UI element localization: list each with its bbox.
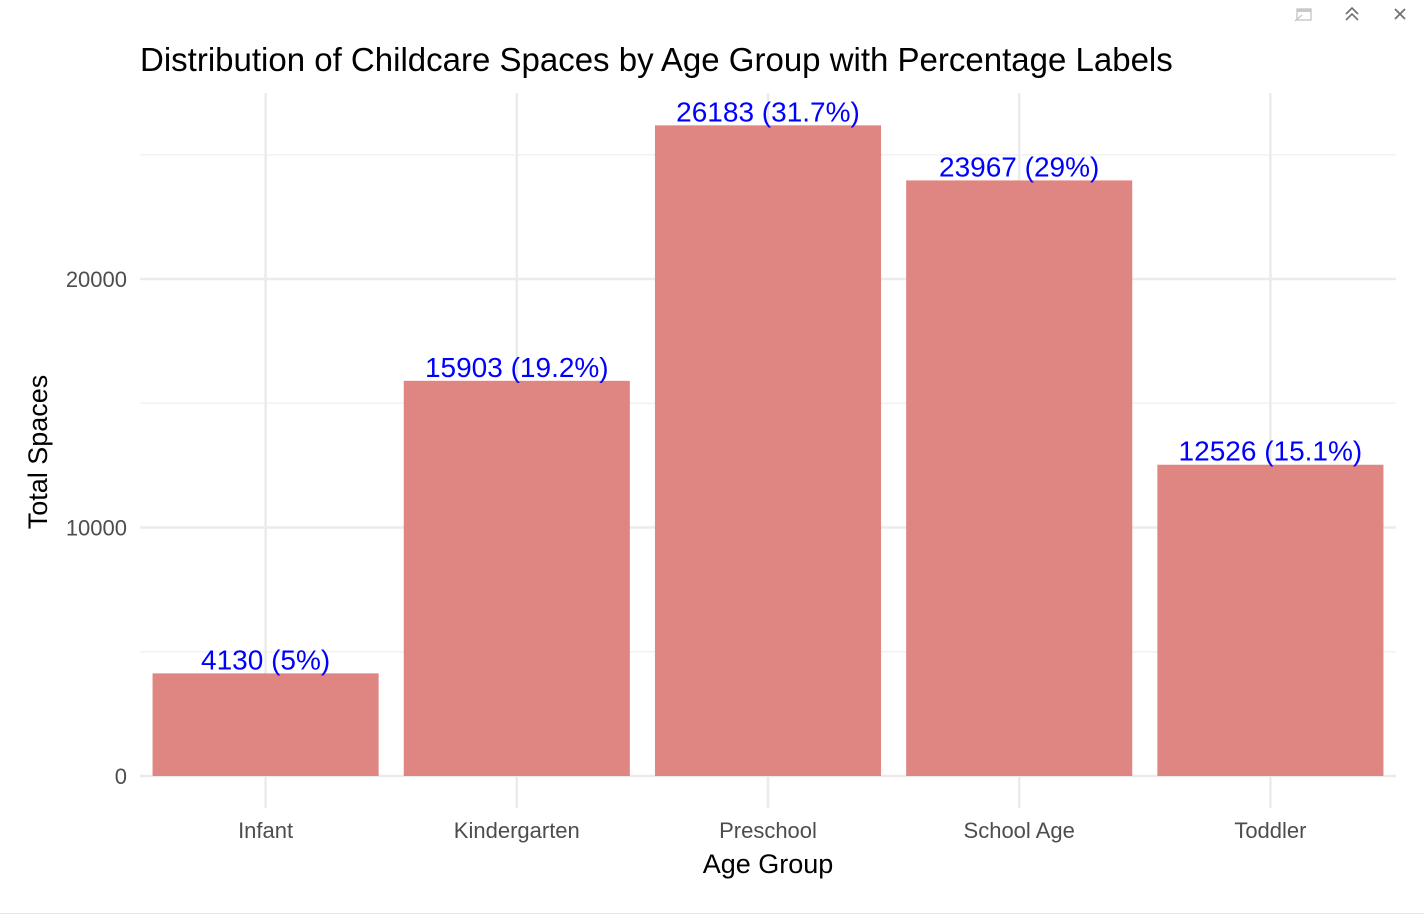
x-tick-label: School Age bbox=[964, 818, 1075, 843]
y-axis-title: Total Spaces bbox=[23, 375, 53, 530]
data-label: 23967 (29%) bbox=[939, 151, 1099, 182]
collapse-icon bbox=[1345, 6, 1359, 21]
collapse-button[interactable] bbox=[1328, 1, 1376, 27]
x-tick-label: Preschool bbox=[719, 818, 817, 843]
chart-title: Distribution of Childcare Spaces by Age … bbox=[140, 41, 1173, 78]
bar-kindergarten bbox=[403, 380, 630, 776]
x-tick-label: Toddler bbox=[1234, 818, 1306, 843]
x-axis-title: Age Group bbox=[703, 849, 834, 879]
data-labels: 4130 (5%) 15903 (19.2%) 26183 (31.7%) 23967… bbox=[201, 96, 1362, 675]
viewer-toolbar bbox=[1280, 0, 1424, 28]
data-label: 12526 (15.1%) bbox=[1179, 436, 1363, 467]
bar-school-age bbox=[906, 180, 1133, 776]
data-label: 15903 (19.2%) bbox=[425, 352, 609, 383]
x-tick-label: Kindergarten bbox=[454, 818, 580, 843]
x-axis-ticks: Infant Kindergarten Preschool School Age Tod… bbox=[238, 818, 1306, 843]
bar-preschool bbox=[654, 125, 882, 777]
y-tick-label: 0 bbox=[115, 764, 127, 789]
y-tick-label: 10000 bbox=[66, 516, 127, 541]
x-tick-label: Infant bbox=[238, 818, 293, 843]
y-tick-label: 20000 bbox=[66, 267, 127, 292]
bottom-divider bbox=[0, 913, 1424, 914]
bar-infant bbox=[152, 673, 379, 776]
y-axis-ticks: 0 10000 20000 bbox=[66, 267, 127, 789]
data-label: 26183 (31.7%) bbox=[676, 96, 860, 127]
data-label: 4130 (5%) bbox=[201, 644, 330, 675]
popout-icon bbox=[1294, 8, 1312, 22]
bar-toddler bbox=[1157, 464, 1384, 776]
close-icon bbox=[1394, 8, 1406, 20]
close-button[interactable] bbox=[1376, 1, 1424, 27]
bars bbox=[152, 125, 1384, 777]
popout-button[interactable] bbox=[1280, 1, 1328, 27]
